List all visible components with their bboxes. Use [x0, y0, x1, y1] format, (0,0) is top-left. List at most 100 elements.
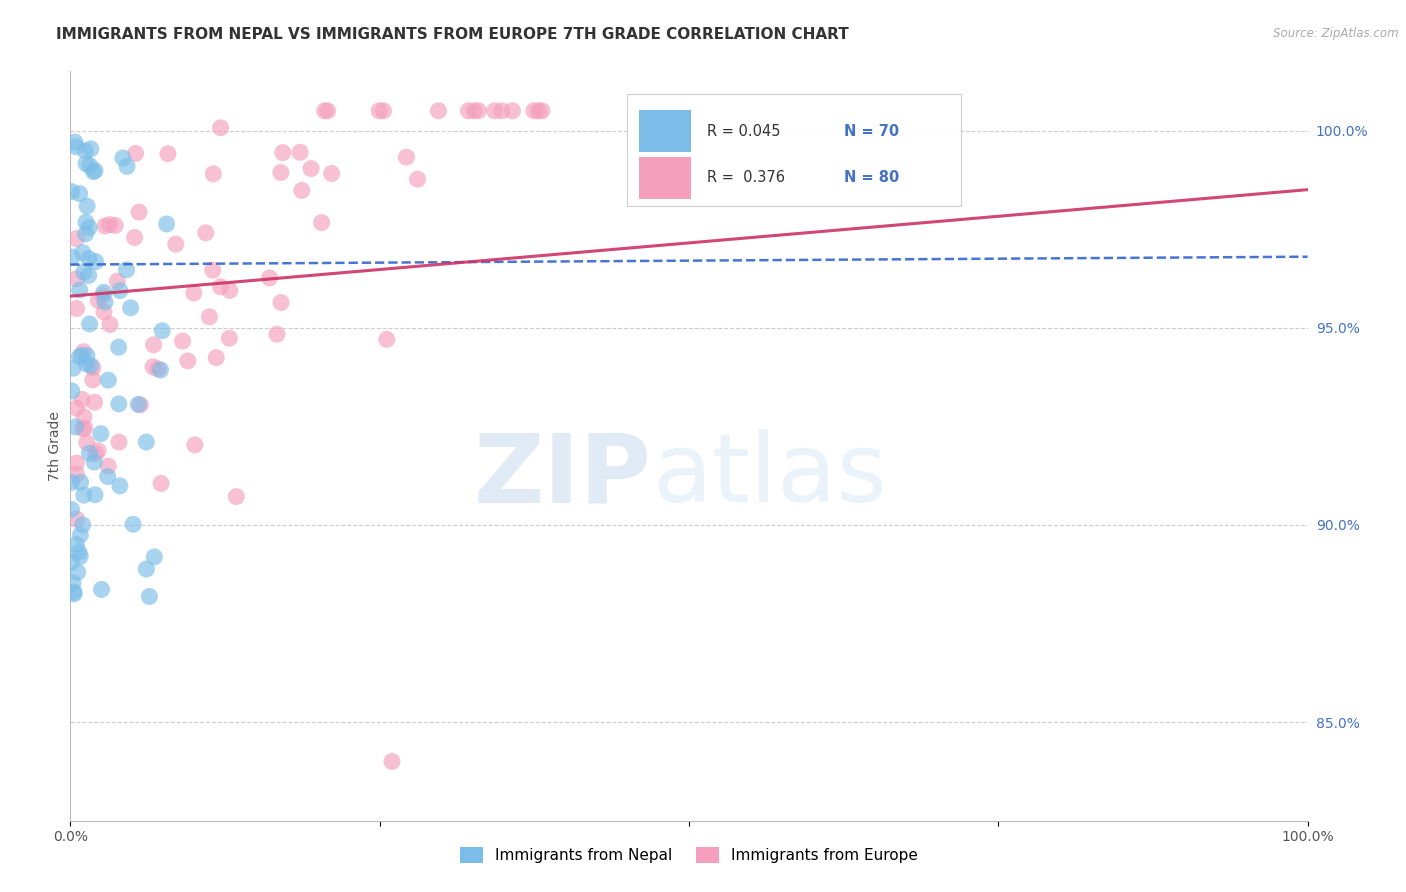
Immigrants from Europe — [368, 103, 391, 118]
Immigrants from Nepal — [90, 582, 112, 597]
Immigrants from Nepal — [127, 397, 149, 411]
Immigrants from Nepal — [80, 142, 103, 156]
Immigrants from Nepal — [75, 357, 97, 371]
Immigrants from Nepal — [77, 252, 100, 266]
Immigrants from Europe — [84, 447, 107, 461]
Immigrants from Europe — [527, 103, 550, 118]
Y-axis label: 7th Grade: 7th Grade — [48, 411, 62, 481]
Immigrants from Europe — [98, 218, 121, 232]
Immigrants from Europe — [523, 103, 546, 118]
Legend: Immigrants from Nepal, Immigrants from Europe: Immigrants from Nepal, Immigrants from E… — [454, 841, 924, 869]
Immigrants from Nepal — [65, 538, 87, 552]
Immigrants from Europe — [87, 443, 110, 458]
Immigrants from Europe — [266, 327, 288, 342]
Immigrants from Europe — [225, 490, 247, 504]
FancyBboxPatch shape — [640, 110, 692, 152]
Immigrants from Europe — [97, 459, 120, 474]
Immigrants from Europe — [373, 103, 395, 118]
Immigrants from Europe — [316, 103, 339, 118]
Immigrants from Europe — [291, 183, 314, 197]
FancyBboxPatch shape — [640, 157, 692, 199]
Immigrants from Europe — [314, 103, 336, 118]
Immigrants from Europe — [321, 167, 343, 181]
Immigrants from Europe — [288, 145, 311, 160]
Immigrants from Europe — [150, 476, 173, 491]
Immigrants from Nepal — [60, 555, 83, 569]
Text: R = 0.045: R = 0.045 — [707, 124, 780, 139]
Immigrants from Europe — [93, 305, 115, 319]
Immigrants from Europe — [270, 295, 292, 310]
Immigrants from Nepal — [72, 517, 94, 532]
Immigrants from Nepal — [63, 587, 86, 601]
Immigrants from Europe — [467, 103, 489, 118]
Immigrants from Europe — [530, 103, 553, 118]
Immigrants from Nepal — [76, 199, 98, 213]
Immigrants from Europe — [299, 161, 322, 176]
Text: IMMIGRANTS FROM NEPAL VS IMMIGRANTS FROM EUROPE 7TH GRADE CORRELATION CHART: IMMIGRANTS FROM NEPAL VS IMMIGRANTS FROM… — [56, 27, 849, 42]
Immigrants from Europe — [202, 167, 225, 181]
Immigrants from Europe — [177, 354, 200, 368]
Immigrants from Nepal — [79, 446, 101, 460]
Immigrants from Nepal — [150, 324, 173, 338]
Immigrants from Nepal — [115, 262, 138, 277]
Immigrants from Nepal — [97, 469, 120, 483]
Immigrants from Nepal — [84, 488, 107, 502]
Text: atlas: atlas — [652, 429, 887, 523]
Immigrants from Europe — [209, 280, 232, 294]
Immigrants from Europe — [104, 219, 127, 233]
Text: N = 80: N = 80 — [844, 170, 898, 186]
Immigrants from Nepal — [80, 359, 103, 373]
Immigrants from Nepal — [79, 317, 101, 331]
Immigrants from Nepal — [77, 268, 100, 283]
Immigrants from Nepal — [72, 245, 94, 260]
Immigrants from Nepal — [60, 502, 83, 516]
Immigrants from Nepal — [69, 549, 91, 564]
Immigrants from Europe — [72, 422, 94, 436]
Immigrants from Europe — [209, 120, 232, 135]
Immigrants from Nepal — [107, 397, 129, 411]
Immigrants from Nepal — [75, 215, 97, 229]
Immigrants from Nepal — [63, 585, 86, 599]
Immigrants from Nepal — [149, 363, 172, 377]
Immigrants from Europe — [311, 216, 333, 230]
Immigrants from Nepal — [75, 227, 97, 241]
Immigrants from Europe — [73, 421, 96, 435]
Text: ZIP: ZIP — [474, 429, 652, 523]
Immigrants from Nepal — [120, 301, 142, 315]
Immigrants from Europe — [463, 103, 485, 118]
Immigrants from Nepal — [65, 139, 87, 153]
Immigrants from Europe — [129, 398, 152, 412]
Immigrants from Nepal — [97, 373, 120, 387]
Immigrants from Europe — [65, 401, 87, 415]
Immigrants from Nepal — [122, 517, 145, 532]
Immigrants from Europe — [82, 360, 104, 375]
Immigrants from Europe — [146, 362, 169, 376]
Immigrants from Nepal — [62, 361, 84, 376]
Immigrants from Nepal — [83, 164, 105, 178]
Immigrants from Europe — [65, 271, 87, 285]
Immigrants from Nepal — [107, 340, 129, 354]
Immigrants from Europe — [218, 331, 240, 345]
Immigrants from Europe — [457, 103, 479, 118]
FancyBboxPatch shape — [627, 94, 962, 206]
Text: N = 70: N = 70 — [844, 124, 898, 139]
Immigrants from Nepal — [76, 349, 98, 363]
Immigrants from Europe — [87, 293, 110, 308]
Immigrants from Europe — [128, 205, 150, 219]
Immigrants from Europe — [91, 289, 114, 303]
Immigrants from Nepal — [60, 384, 83, 398]
Immigrants from Europe — [375, 332, 398, 346]
Immigrants from Nepal — [66, 565, 89, 579]
Immigrants from Europe — [108, 435, 131, 450]
Immigrants from Nepal — [65, 420, 87, 434]
Immigrants from Europe — [65, 301, 87, 316]
Immigrants from Nepal — [77, 220, 100, 235]
Immigrants from Nepal — [62, 576, 84, 591]
Immigrants from Europe — [259, 271, 281, 285]
Immigrants from Nepal — [67, 545, 90, 559]
Immigrants from Nepal — [94, 295, 117, 310]
Immigrants from Nepal — [75, 144, 97, 158]
Immigrants from Europe — [83, 395, 105, 409]
Immigrants from Europe — [156, 146, 179, 161]
Immigrants from Europe — [142, 359, 165, 374]
